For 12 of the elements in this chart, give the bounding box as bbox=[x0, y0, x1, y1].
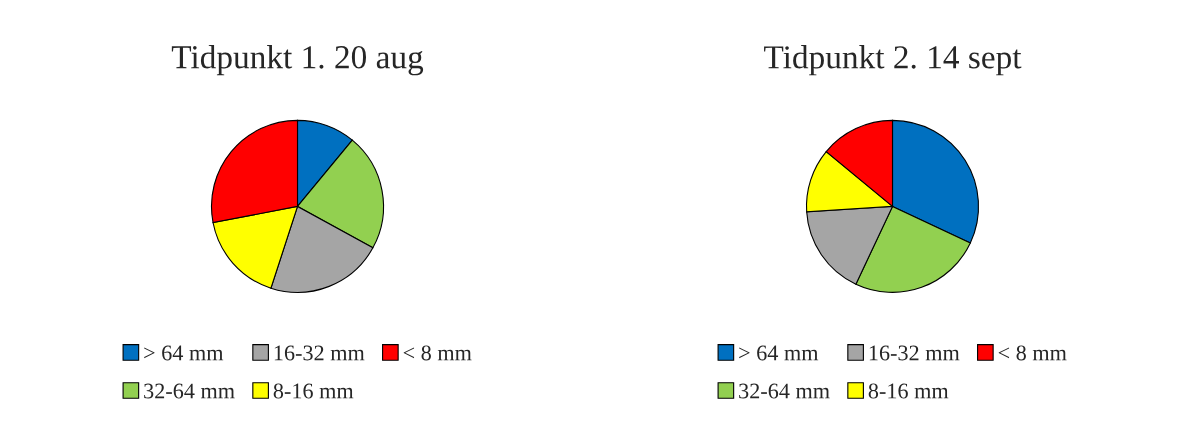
legend-label: 32-64 mm bbox=[144, 383, 235, 399]
legend-label: 16-32 mm bbox=[274, 345, 365, 361]
legend-label: > 64 mm bbox=[144, 345, 224, 361]
legend-label: < 8 mm bbox=[403, 345, 472, 361]
legend-label: > 64 mm bbox=[739, 345, 819, 361]
legend-label: 16-32 mm bbox=[869, 345, 960, 361]
chart-title: Tidpunkt 2. 14 sept bbox=[764, 45, 1022, 76]
legend-label: 8-16 mm bbox=[868, 383, 949, 399]
legend-label: 8-16 mm bbox=[273, 383, 354, 399]
chart-title: Tidpunkt 1. 20 aug bbox=[171, 45, 424, 76]
legend-label: 32-64 mm bbox=[739, 383, 830, 399]
legend-label: < 8 mm bbox=[998, 345, 1067, 361]
